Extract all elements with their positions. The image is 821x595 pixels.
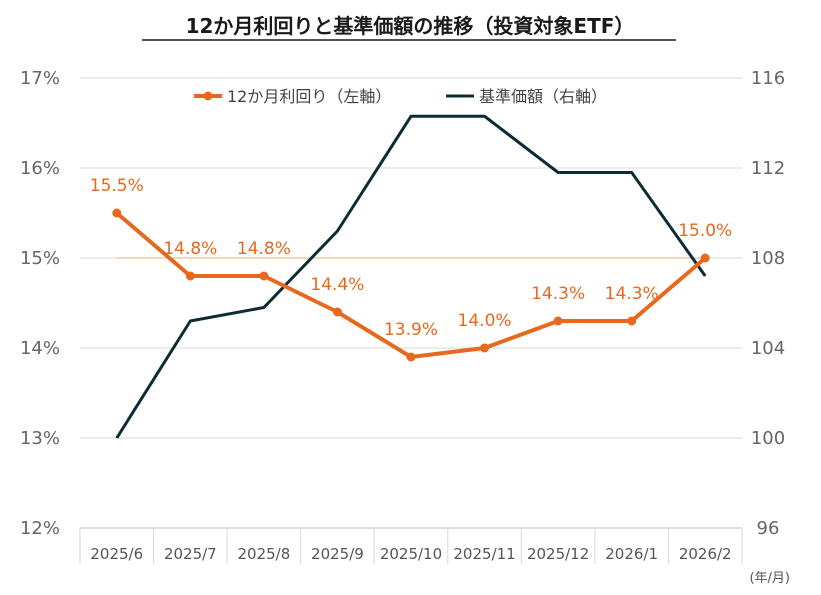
legend-label-yield: 12か月利回り（左軸）: [227, 87, 391, 106]
left-axis-tick: 13%: [20, 428, 60, 449]
yield-point: [480, 343, 490, 353]
yield-data-label: 15.5%: [90, 176, 144, 196]
x-tick-label: 2025/9: [311, 545, 364, 563]
right-axis-tick: 116: [751, 68, 785, 89]
x-axis: 2025/6 2025/7 2025/8 2025/9 2025/10 2025/11 20…: [79, 527, 743, 564]
yield-point: [406, 352, 416, 362]
right-axis-tick: 108: [751, 248, 785, 269]
left-axis-tick: 17%: [20, 68, 60, 89]
yield-data-label: 13.9%: [384, 320, 438, 340]
x-tick-label: 2026/2: [679, 545, 732, 563]
yield-data-label: 14.0%: [458, 311, 512, 331]
yield-point: [332, 307, 342, 317]
x-tick-label: 2026/1: [605, 545, 658, 563]
left-axis-ticks: 12% 13% 14% 15% 16% 17%: [20, 68, 60, 539]
yield-point: [700, 253, 710, 263]
yield-point: [259, 271, 269, 281]
yield-data-label: 14.3%: [605, 284, 659, 304]
left-axis-tick: 15%: [20, 248, 60, 269]
right-axis-tick: 112: [751, 158, 785, 179]
x-axis-unit: (年/月): [749, 571, 790, 586]
right-axis-tick: 104: [751, 338, 785, 359]
legend: 12か月利回り（左軸） 基準価額（右軸）: [194, 87, 607, 106]
yield-data-label: 14.3%: [531, 284, 585, 304]
x-tick-label: 2025/6: [90, 545, 143, 563]
yield-point: [112, 208, 122, 218]
left-axis-tick: 16%: [20, 158, 60, 179]
yield-point: [627, 316, 637, 326]
yield-data-label: 15.0%: [678, 221, 732, 241]
series: [112, 114, 710, 439]
x-tick-label: 2025/8: [237, 545, 290, 563]
data-labels: 15.5% 14.8% 14.8% 14.4% 13.9% 14.0% 14.3% 14.3%…: [90, 176, 732, 340]
left-axis-tick: 12%: [20, 518, 60, 539]
yield-point: [553, 316, 563, 326]
legend-marker-yield: [203, 91, 213, 101]
yield-data-label: 14.8%: [237, 239, 291, 259]
right-axis-tick: 96: [757, 518, 780, 539]
chart-title: 12か月利回りと基準価額の推移（投資対象ETF）: [186, 14, 635, 38]
yield-point: [185, 271, 195, 281]
yield-data-label: 14.8%: [163, 239, 217, 259]
right-axis-tick: 100: [751, 428, 785, 449]
x-tick-label: 2025/10: [380, 545, 442, 563]
left-axis-tick: 14%: [20, 338, 60, 359]
legend-label-nav: 基準価額（右軸）: [479, 87, 607, 106]
nav-line: [115, 114, 707, 439]
yield-data-label: 14.4%: [310, 275, 364, 295]
right-axis-ticks: 96 100 104 108 112 116: [751, 68, 785, 539]
x-tick-label: 2025/7: [164, 545, 217, 563]
x-tick-label: 2025/11: [453, 545, 515, 563]
x-tick-label: 2025/12: [527, 545, 589, 563]
